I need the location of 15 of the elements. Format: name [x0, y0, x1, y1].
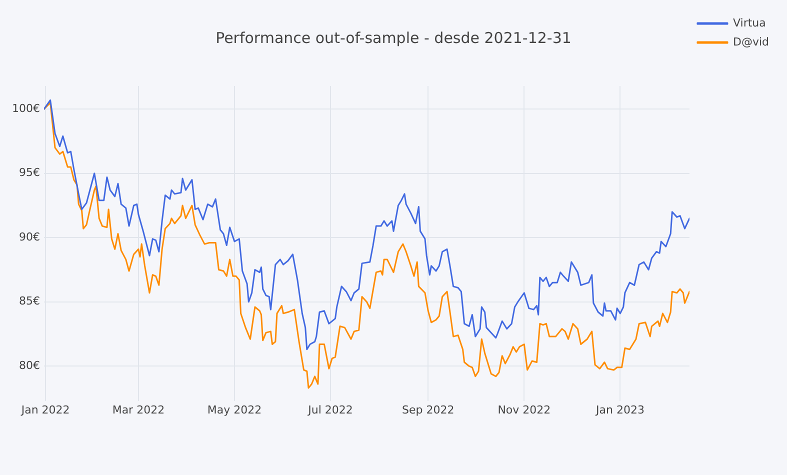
legend-label: Virtua [732, 16, 766, 30]
y-tick-label: 80€ [18, 358, 40, 372]
chart-title: Performance out-of-sample - desde 2021-12-31 [216, 28, 572, 47]
legend-label: D@vid [732, 35, 770, 48]
y-tick-label: 100€ [12, 102, 40, 115]
x-tick-label: Nov 2022 [498, 403, 551, 416]
y-tick-label: 95€ [18, 166, 40, 180]
x-tick-label: Jan 2023 [594, 403, 644, 416]
y-tick-label: 90€ [18, 230, 40, 244]
x-tick-label: May 2022 [207, 403, 262, 416]
x-tick-label: Jul 2022 [307, 403, 353, 416]
x-tick-label: Jan 2022 [20, 403, 70, 416]
x-tick-label: Mar 2022 [112, 403, 165, 416]
y-tick-label: 85€ [18, 294, 40, 308]
x-tick-label: Sep 2022 [402, 403, 454, 416]
